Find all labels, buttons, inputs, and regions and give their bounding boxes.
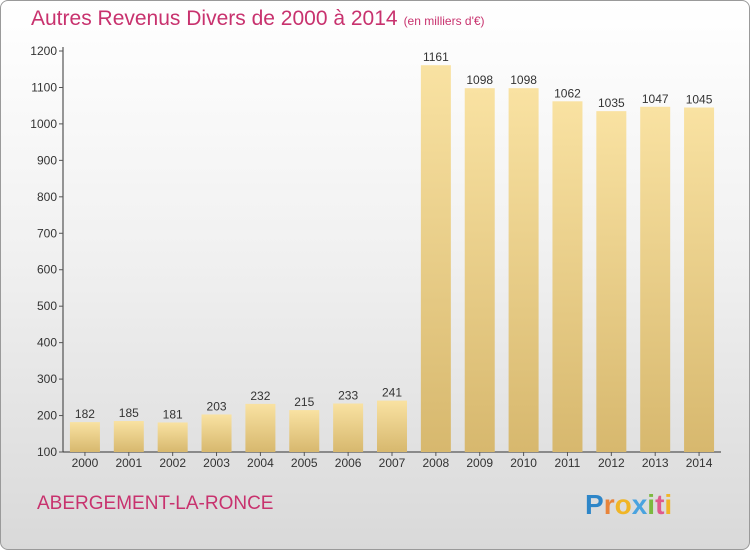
logo-letter: i bbox=[647, 489, 656, 520]
bar-value-label: 185 bbox=[119, 406, 139, 420]
bars-group: 182 185 181 203 232 215 233 241 1161 1098 1098 1062… bbox=[69, 50, 715, 453]
bar-value-label: 203 bbox=[207, 399, 227, 413]
y-tick-label: 100 bbox=[37, 445, 57, 459]
bar-value-label: 1062 bbox=[554, 86, 581, 100]
bar bbox=[201, 414, 232, 452]
x-tick-label: 2009 bbox=[466, 456, 493, 470]
bar bbox=[113, 421, 144, 452]
y-tick-label: 1200 bbox=[30, 44, 57, 58]
bar bbox=[69, 422, 100, 452]
bar bbox=[464, 88, 495, 452]
x-tick-label: 2011 bbox=[555, 456, 581, 470]
x-tick-label: 2000 bbox=[72, 456, 99, 470]
bar-value-label: 181 bbox=[163, 407, 183, 421]
x-tick-label: 2008 bbox=[423, 456, 450, 470]
bar bbox=[640, 106, 671, 452]
bar-value-label: 1045 bbox=[686, 93, 713, 107]
y-tick-label: 200 bbox=[37, 409, 57, 423]
bar bbox=[508, 88, 539, 452]
bar bbox=[420, 65, 451, 452]
proxiti-logo: Proxiti bbox=[585, 489, 672, 521]
x-tick-label: 2007 bbox=[379, 456, 406, 470]
bar bbox=[377, 400, 407, 452]
y-tick-label: 400 bbox=[37, 336, 57, 350]
commune-name: ABERGEMENT-LA-RONCE bbox=[37, 493, 274, 514]
x-tick-label: 2001 bbox=[115, 456, 142, 470]
logo-letter: x bbox=[631, 489, 648, 520]
x-tick-label: 2014 bbox=[686, 456, 713, 470]
chart-title-text: Autres Revenus Divers de 2000 à 2014 bbox=[31, 7, 398, 30]
bar-value-label: 182 bbox=[75, 407, 95, 421]
bar bbox=[289, 410, 320, 452]
bar bbox=[684, 107, 715, 452]
logo-letter: o bbox=[614, 489, 632, 520]
bar-value-label: 1161 bbox=[423, 50, 449, 64]
bar-value-label: 232 bbox=[250, 389, 270, 403]
y-tick-label: 700 bbox=[37, 226, 57, 240]
chart-title: Autres Revenus Divers de 2000 à 2014 (en … bbox=[31, 7, 485, 31]
x-tick-label: 2002 bbox=[159, 456, 186, 470]
x-tick-label: 2012 bbox=[598, 456, 625, 470]
bar bbox=[157, 422, 188, 452]
x-axis: 2000 2001 2002 2003 2004 2005 2006 2007 2008 2009… bbox=[63, 451, 721, 470]
bar bbox=[552, 101, 583, 452]
logo-letter: t bbox=[655, 489, 665, 520]
bar-value-label: 233 bbox=[338, 389, 358, 403]
y-tick-label: 1100 bbox=[31, 80, 57, 94]
y-tick-label: 600 bbox=[37, 263, 57, 277]
y-tick-label: 1000 bbox=[30, 117, 57, 131]
bar-value-label: 1098 bbox=[510, 73, 537, 87]
x-tick-label: 2004 bbox=[247, 456, 274, 470]
bar-value-label: 1047 bbox=[642, 92, 669, 106]
chart-title-unit: (en milliers d'€) bbox=[403, 14, 485, 28]
x-tick-label: 2006 bbox=[335, 456, 362, 470]
y-axis: 100 200 300 400 500 600 700 800 900 1000 1100 1200 bbox=[30, 44, 64, 459]
bar-value-label: 215 bbox=[294, 395, 314, 409]
logo-letter: P bbox=[585, 489, 604, 520]
x-tick-label: 2005 bbox=[291, 456, 318, 470]
bar bbox=[596, 111, 627, 453]
y-tick-label: 500 bbox=[37, 299, 57, 313]
x-tick-label: 2013 bbox=[642, 456, 669, 470]
bar-value-label: 1035 bbox=[598, 96, 625, 110]
y-tick-label: 300 bbox=[37, 372, 57, 386]
bar bbox=[245, 403, 276, 452]
bar bbox=[333, 403, 364, 452]
logo-letter: r bbox=[603, 489, 615, 520]
x-tick-label: 2003 bbox=[203, 456, 230, 470]
bar-value-label: 1098 bbox=[466, 73, 493, 87]
x-tick-label: 2010 bbox=[510, 456, 537, 470]
y-tick-label: 800 bbox=[37, 190, 57, 204]
logo-letter: i bbox=[664, 489, 673, 520]
y-tick-label: 900 bbox=[37, 153, 57, 167]
bar-value-label: 241 bbox=[382, 386, 402, 400]
